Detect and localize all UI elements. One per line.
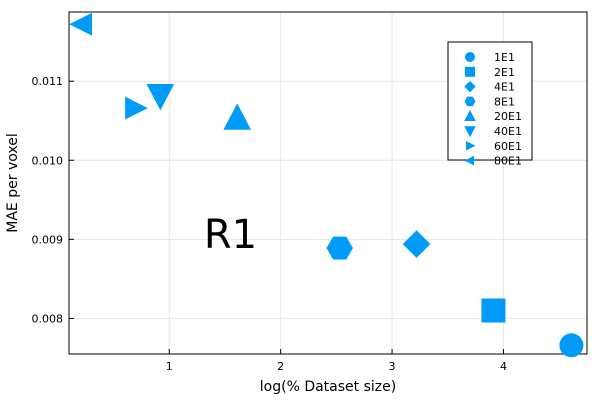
data-point-4e1	[402, 230, 431, 258]
legend-label-4e1: 4E1	[494, 81, 515, 94]
y-tick-label: 0.008	[32, 312, 64, 325]
legend-marker-20e1	[464, 109, 476, 121]
legend-label-1e1: 1E1	[494, 51, 515, 64]
legend-label-8e1: 8E1	[494, 95, 515, 108]
annotation-r1: R1	[204, 212, 257, 258]
legend-label-2e1: 2E1	[494, 66, 515, 79]
x-tick-label: 2	[277, 360, 284, 373]
legend-label-40e1: 40E1	[494, 125, 522, 138]
x-tick-label: 1	[166, 360, 173, 373]
x-axis-label: log(% Dataset size)	[260, 379, 396, 395]
data-point-40e1	[146, 84, 175, 111]
legend-marker-40e1	[464, 126, 476, 138]
legend-label-20e1: 20E1	[494, 110, 522, 123]
plot-frame	[68, 11, 588, 355]
data-point-80e1	[69, 12, 92, 36]
y-axis-label: MAE per voxel	[5, 133, 21, 232]
legend-marker-80e1	[464, 155, 474, 166]
legend-marker-60e1	[466, 141, 476, 151]
data-point-1e1	[559, 333, 584, 358]
legend-marker-8e1	[464, 96, 476, 107]
axis-ticks: 1 2 3 4 0.008 0.009 0.010 0.011	[32, 75, 507, 373]
y-tick-label: 0.010	[32, 154, 64, 167]
legend-label-60e1: 60E1	[494, 140, 522, 153]
y-tick-label: 0.011	[32, 75, 64, 88]
data-point-2e1	[481, 298, 506, 323]
data-point-20e1	[223, 103, 252, 130]
data-marks	[69, 12, 584, 358]
legend-marker-4e1	[464, 80, 476, 93]
x-tick-label: 3	[389, 360, 396, 373]
y-tick-label: 0.009	[32, 233, 64, 246]
legend-marker-1e1	[465, 52, 475, 62]
data-point-8e1	[326, 236, 353, 260]
x-tick-label: 4	[500, 360, 507, 373]
legend-label-80e1: 80E1	[494, 155, 522, 168]
data-point-60e1	[125, 96, 148, 120]
legend-marker-2e1	[465, 66, 475, 77]
legend-box	[447, 41, 533, 161]
